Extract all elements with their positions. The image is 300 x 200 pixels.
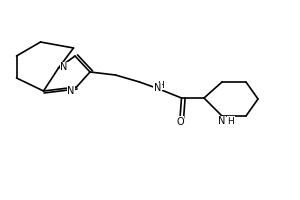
Text: O: O [176,117,184,127]
Text: H: H [157,81,164,90]
Text: N: N [60,62,68,72]
Text: N: N [218,116,226,126]
Text: H: H [228,116,234,126]
Text: N: N [154,83,161,93]
Text: N: N [68,86,75,96]
